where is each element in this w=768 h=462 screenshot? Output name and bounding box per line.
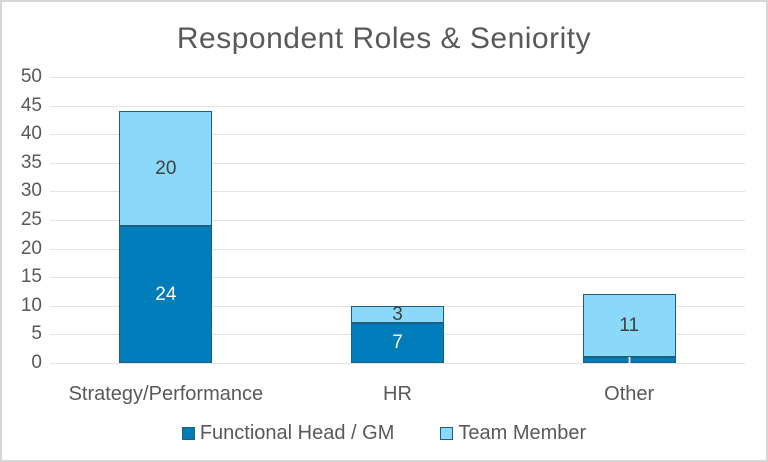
gridline: [50, 220, 745, 221]
bar-segment-value-label: 20: [155, 158, 177, 180]
legend-label-functional-head-gm: Functional Head / GM: [199, 422, 395, 444]
bar-segment-value-label: 7: [392, 332, 403, 354]
x-axis: Strategy/Performance HR Other: [50, 383, 745, 407]
y-tick-label: 20: [20, 237, 42, 259]
gridline: [50, 363, 745, 364]
y-tick-label: 10: [20, 294, 42, 316]
plot-area: 24 20 7 3 1 11: [50, 77, 745, 370]
y-axis: 0 5 10 15 20 25 30 35 40 45 50: [2, 67, 42, 372]
gridline: [50, 277, 745, 279]
x-category-label: HR: [383, 383, 412, 405]
gridline: [50, 105, 745, 107]
legend-item-team-member: Team Member: [440, 422, 586, 445]
x-category-label: Other: [604, 383, 655, 405]
gridline: [50, 191, 745, 193]
legend-swatch-dark-icon: [181, 427, 195, 440]
gridline: [50, 134, 745, 136]
bar-segment: 11: [582, 294, 676, 358]
bar-segment: 20: [119, 111, 213, 226]
x-category-label: Strategy/Performance: [68, 383, 264, 405]
chart-title: Respondent Roles & Seniority: [176, 22, 592, 55]
bar-segment-value-label: 3: [392, 303, 403, 325]
bar-segment-value-label: 1: [623, 349, 635, 371]
bar-segment: 7: [351, 322, 444, 363]
legend: Functional Head / GM Team Member: [2, 422, 766, 445]
y-tick-label: 50: [20, 66, 42, 87]
bar-segment: 1: [582, 351, 676, 370]
bar-segment-value-label: 11: [619, 315, 640, 337]
y-tick-label: 40: [20, 123, 42, 145]
gridline: [50, 77, 745, 78]
y-tick-label: 0: [31, 352, 42, 373]
legend-item-functional-head-gm: Functional Head / GM: [181, 422, 395, 445]
y-tick-label: 25: [20, 209, 42, 230]
bar-segment: 3: [351, 303, 444, 325]
y-tick-label: 35: [20, 151, 42, 173]
legend-swatch-light-icon: [440, 427, 454, 440]
y-tick-label: 5: [31, 323, 42, 345]
gridline: [50, 248, 745, 250]
y-tick-label: 15: [20, 266, 42, 288]
y-tick-label: 45: [20, 94, 42, 116]
bar-segment: 24: [119, 225, 213, 363]
legend-label-team-member: Team Member: [458, 422, 587, 444]
y-tick-label: 30: [20, 180, 42, 202]
bar-segment-value-label: 24: [155, 283, 177, 305]
gridline: [50, 162, 745, 164]
